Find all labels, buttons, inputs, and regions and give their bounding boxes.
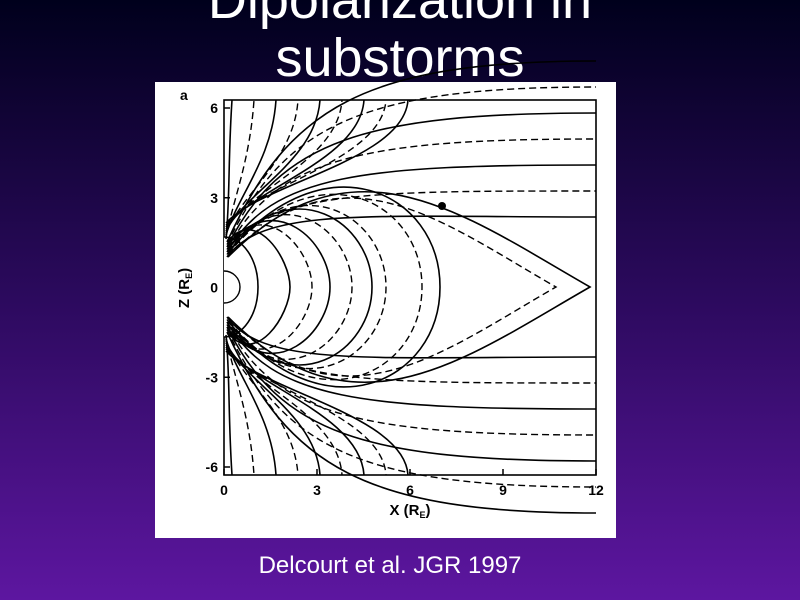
x-axis-label-text: X (R <box>389 502 419 519</box>
x-tick-label: 6 <box>406 482 414 498</box>
x-tick-label: 0 <box>220 482 228 498</box>
title-line: substorms <box>275 28 524 88</box>
open-field-line <box>226 215 597 258</box>
open-field-line <box>225 99 343 230</box>
y-tick-label: -6 <box>206 459 219 475</box>
open-field-line <box>225 350 409 476</box>
open-field-line <box>225 99 365 228</box>
open-field-line <box>226 190 597 255</box>
open-field-line <box>226 319 597 384</box>
y-tick-label: 3 <box>210 190 218 206</box>
y-tick-label: -3 <box>206 369 219 385</box>
field-line <box>227 204 387 370</box>
x-tick-label: 12 <box>588 482 604 498</box>
field-line <box>227 229 291 345</box>
open-field-line <box>226 329 597 488</box>
field-line <box>227 190 592 384</box>
open-field-line <box>225 344 343 476</box>
open-field-line <box>226 316 597 359</box>
y-axis-label-end: ) <box>176 268 193 273</box>
panel-label: a <box>180 87 188 103</box>
open-field-line <box>226 321 597 410</box>
field-line <box>227 193 423 381</box>
open-field-line <box>226 326 597 462</box>
y-tick-label: 6 <box>210 100 218 116</box>
y-tick-label: 0 <box>210 280 218 296</box>
y-axis-label-sub: E <box>184 273 194 279</box>
open-field-line <box>225 348 387 476</box>
open-field-line <box>225 99 409 224</box>
open-field-line <box>226 86 597 245</box>
x-tick-label: 3 <box>313 482 321 498</box>
open-field-line <box>225 99 387 226</box>
figure-content: a Z (RE) X (RE) 630-3-60 3 6 9 12 <box>176 60 604 520</box>
title-line: Dipolarization in <box>208 0 592 30</box>
x-tick-label: 9 <box>499 482 507 498</box>
field-line <box>227 186 441 388</box>
field-line <box>227 224 313 350</box>
slide-title: Dipolarization in substorms <box>208 0 592 88</box>
open-field-line <box>226 324 597 436</box>
x-axis-label-sub: E <box>419 510 425 520</box>
open-field-line <box>226 164 597 253</box>
x-axis-label: X (RE) <box>389 502 430 520</box>
open-field-line <box>225 346 365 476</box>
y-axis-label-text: Z (R <box>176 279 193 308</box>
caption: Delcourt et al. JGR 1997 <box>259 552 522 579</box>
x-axis-label-end: ) <box>426 502 431 519</box>
y-axis-label: Z (RE) <box>176 268 194 308</box>
earth-core <box>223 270 241 304</box>
open-field-line <box>226 138 597 250</box>
